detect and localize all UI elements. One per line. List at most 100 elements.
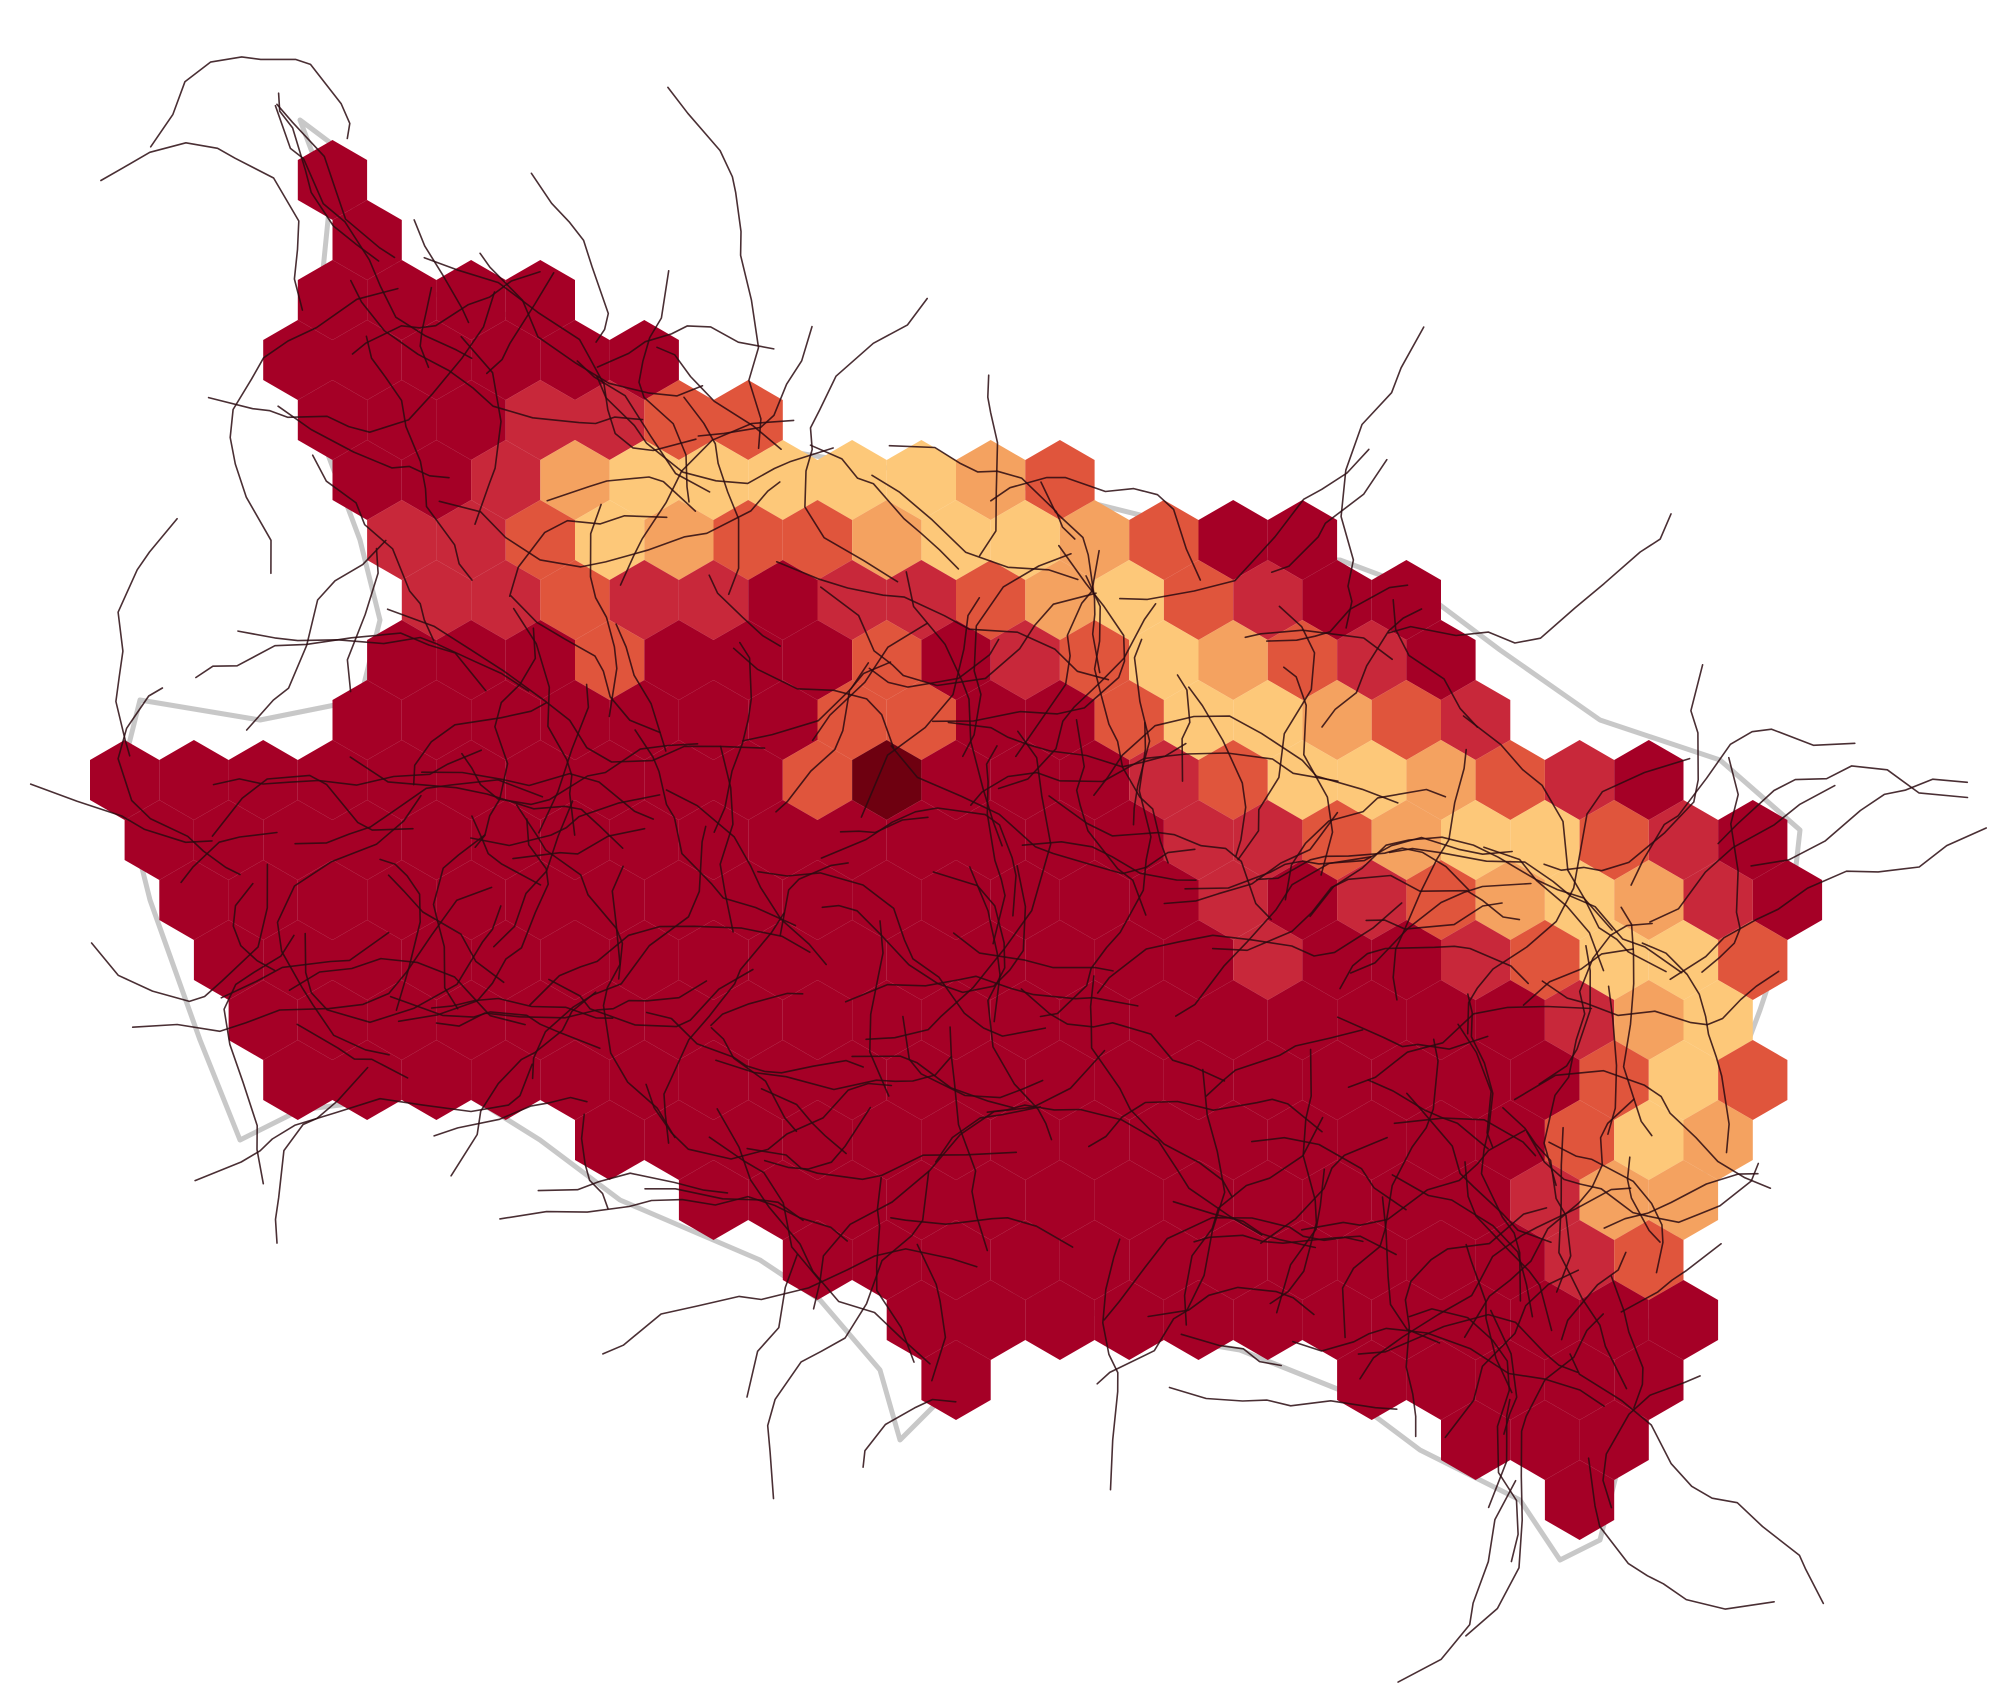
- hex-cell-high: [1683, 1100, 1753, 1180]
- hex-cell-base: [678, 920, 749, 1000]
- road-segment: [412, 702, 547, 786]
- hex-cell-high: [1614, 980, 1684, 1060]
- hex-cell-base: [1094, 1280, 1164, 1360]
- hex-cell-base: [609, 800, 679, 880]
- road-segment: [1180, 1333, 1282, 1367]
- road-segment: [493, 800, 574, 948]
- hex-cell-base: [1371, 1040, 1441, 1120]
- road-segment: [576, 360, 711, 493]
- hex-cell-mid: [1059, 620, 1130, 700]
- hex-cell-base: [1025, 680, 1095, 760]
- road-segment: [1309, 836, 1613, 931]
- road-segment: [1176, 674, 1191, 782]
- hex-cell-base: [1337, 1100, 1407, 1180]
- hex-cell-mid: [886, 680, 956, 760]
- hex-cell-base: [782, 980, 853, 1060]
- hex-cell-base: [678, 1040, 749, 1120]
- road-segment: [602, 1248, 978, 1355]
- road-segment: [530, 172, 610, 343]
- road-segment: [1244, 629, 1393, 661]
- road-segment: [1275, 1168, 1326, 1314]
- hex-cell-base: [1371, 560, 1441, 640]
- road-segment: [1620, 906, 1653, 1137]
- road-segment: [697, 325, 813, 437]
- hex-cell-mid: [1614, 1220, 1684, 1300]
- road-segment: [1256, 847, 1470, 891]
- road-segment: [470, 794, 661, 847]
- road-segment: [1538, 945, 1591, 1085]
- road-segment: [450, 991, 597, 1177]
- hex-cell-mid: [956, 560, 1026, 640]
- road-segment: [619, 419, 795, 586]
- road-segment: [1630, 728, 1856, 886]
- hex-cell-mid: [1129, 500, 1199, 580]
- road-segment: [1075, 719, 1147, 916]
- road-segment: [1408, 1308, 1519, 1563]
- road-segment: [634, 729, 797, 927]
- road-segment: [274, 1066, 369, 1244]
- hex-cell-low: [1233, 560, 1303, 640]
- hex-cell-base: [782, 1220, 853, 1300]
- hex-cell-base: [921, 980, 991, 1060]
- road-segment: [1048, 795, 1272, 921]
- hex-cell-base: [193, 920, 264, 1000]
- road-segment: [916, 1243, 947, 1382]
- hex-cell-base: [609, 1040, 679, 1120]
- hex-cell-base: [1614, 1340, 1684, 1420]
- hex-cell-low: [471, 440, 541, 520]
- road-segment: [663, 912, 785, 1144]
- hex-cell-mid: [1371, 680, 1441, 760]
- hex-cell-base: [540, 920, 610, 1000]
- hex-cell-mid: [713, 380, 783, 460]
- hex-cell-base: [297, 380, 368, 460]
- hex-cell-high: [1059, 500, 1130, 580]
- hex-cell-high: [956, 440, 1026, 520]
- hex-cell-base: [1233, 1280, 1303, 1360]
- hex-cell-base: [817, 800, 887, 880]
- road-segment: [1467, 993, 1522, 1302]
- road-segment: [1266, 584, 1409, 642]
- hex-cell-mid: [713, 500, 783, 580]
- road-segment: [766, 1170, 930, 1500]
- road-segment: [1483, 846, 1605, 972]
- road-segment: [212, 749, 482, 786]
- hex-cell-base: [1371, 920, 1441, 1000]
- road-segment: [546, 476, 697, 512]
- hex-cell-base: [1198, 1100, 1268, 1180]
- hex-cell-base: [782, 860, 853, 940]
- road-segment: [1349, 882, 1532, 974]
- hex-cell-base: [921, 740, 991, 820]
- road-segment: [232, 882, 276, 972]
- hex-cell-low: [886, 560, 956, 640]
- hex-cell-base: [401, 680, 472, 760]
- road-segment: [683, 396, 740, 596]
- hex-cell-base: [367, 260, 437, 340]
- hex-cell-base: [1059, 860, 1130, 940]
- road-segment: [935, 1106, 1042, 1163]
- hex-cell-peak: [748, 440, 818, 520]
- road-segment: [1717, 765, 1969, 845]
- hex-cell-base: [1510, 1400, 1580, 1480]
- hex-cell-mid: [817, 680, 887, 760]
- hex-cell-peak: [1441, 800, 1511, 880]
- hex-cell-base: [1059, 1100, 1130, 1180]
- hex-cell-base: [1406, 1340, 1476, 1420]
- hex-cell-peak: [1579, 920, 1649, 1000]
- hex-cell-peak: [921, 500, 991, 580]
- road-segment: [1393, 1117, 1537, 1157]
- hex-cell-base: [159, 860, 229, 940]
- hex-cell-low: [1441, 680, 1511, 760]
- hex-cell-low: [1233, 800, 1303, 880]
- hex-cell-base: [817, 1160, 887, 1240]
- road-segment: [986, 1104, 1263, 1236]
- hex-cell-base: [297, 740, 368, 820]
- road-segment: [890, 745, 1196, 875]
- hex-cell-base: [1752, 860, 1823, 940]
- hex-cell-mid: [1094, 680, 1164, 760]
- hex-cell-base: [609, 920, 679, 1000]
- road-segment: [871, 474, 1079, 581]
- hex-cell-low: [678, 560, 749, 640]
- hex-cell-base: [401, 920, 472, 1000]
- road-segment: [1543, 664, 1704, 872]
